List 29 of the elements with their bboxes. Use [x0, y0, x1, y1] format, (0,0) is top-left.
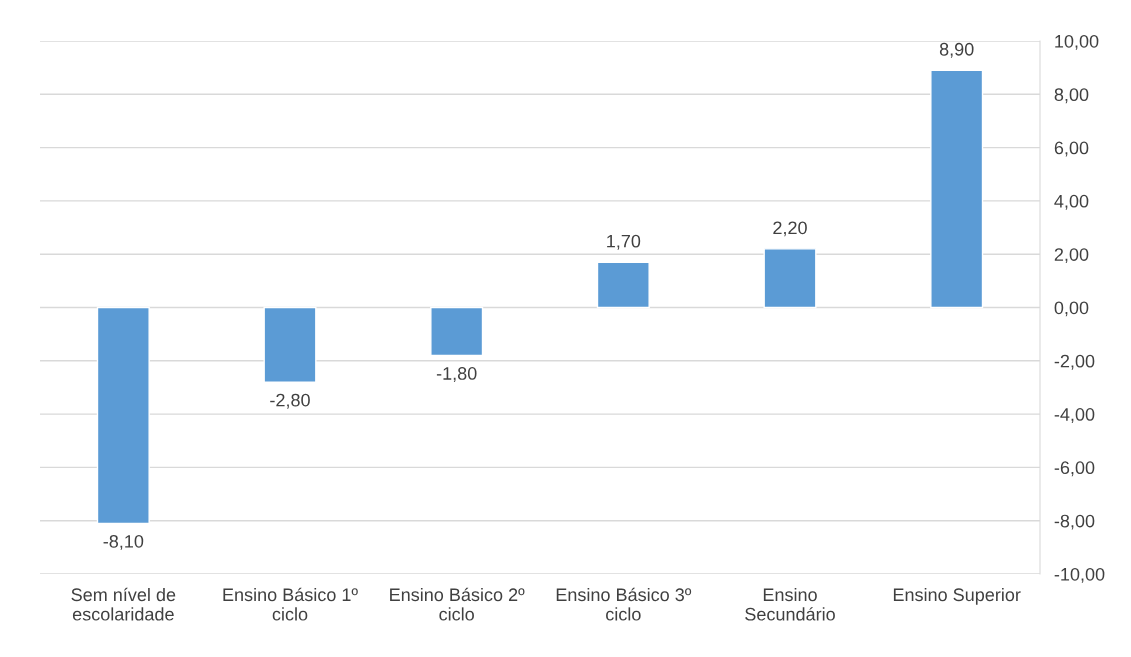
y-tick-label: -10,00	[1054, 567, 1105, 583]
y-tick-label: 10,00	[1055, 34, 1099, 50]
y-tick-label: -8,00	[1054, 514, 1095, 530]
bar	[930, 69, 984, 309]
y-tick-label: -6,00	[1054, 461, 1095, 477]
y-tick-label: 8,00	[1054, 88, 1089, 104]
x-tick-label: Ensino Básico 2º ciclo	[390, 587, 525, 621]
data-label: 1,70	[607, 234, 641, 250]
bar	[596, 261, 650, 309]
y-tick-label: 4,00	[1054, 194, 1089, 210]
x-tick-label: Ensino Superior	[893, 587, 1021, 605]
data-label: 8,90	[939, 42, 974, 58]
data-label: -1,80	[436, 367, 477, 382]
x-tick-label: Ensino Básico 3º ciclo	[556, 587, 692, 621]
y-tick-label: -4,00	[1054, 408, 1095, 423]
bar	[263, 306, 317, 383]
y-tick-label: -2,00	[1054, 354, 1095, 370]
y-tick-label: 0,00	[1054, 301, 1089, 317]
data-label: 2,20	[773, 221, 807, 237]
bar	[430, 306, 484, 357]
y-tick-label: 6,00	[1054, 141, 1089, 157]
x-tick-label: Sem nível de escolaridade	[71, 587, 176, 621]
data-label: -8,10	[103, 534, 144, 550]
y-tick-label: 2,00	[1054, 248, 1089, 264]
bar	[763, 248, 817, 309]
bar	[96, 306, 150, 525]
data-label: -2,80	[270, 393, 310, 409]
x-tick-label: Ensino Básico 1º ciclo	[223, 587, 358, 621]
x-tick-label: Ensino Secundário	[745, 587, 835, 621]
